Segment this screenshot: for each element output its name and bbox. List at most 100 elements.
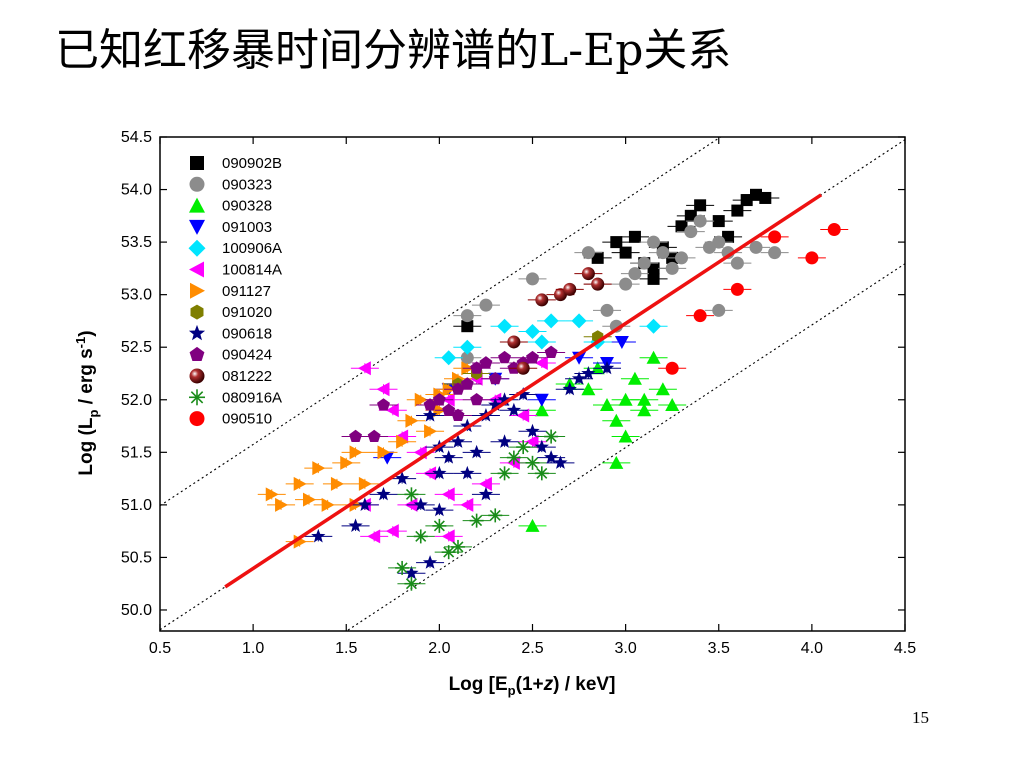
data-point-080916A-11 (516, 440, 531, 455)
data-point-081222-6 (507, 335, 521, 349)
page-number: 15 (912, 708, 929, 727)
legend: 090902B 090323 090328 091003 100906A 100814A 0… (188, 155, 282, 428)
data-point-090424-15 (544, 345, 558, 358)
x-tick-label: 0.5 (149, 640, 171, 657)
data-point-080916A-2 (404, 576, 419, 591)
legend-item-090328: 090328 (189, 197, 272, 215)
data-point-081222-1 (535, 293, 549, 307)
data-point-091127-6 (330, 476, 344, 491)
data-point-081222-7 (516, 361, 530, 375)
legend-item-100906A: 100906A (188, 239, 282, 257)
data-point-090618-3 (357, 497, 373, 511)
data-point-080916A-3 (413, 529, 428, 544)
data-point-090618-17 (506, 402, 522, 417)
data-point-090618-21 (543, 450, 559, 464)
data-point-090902B-1 (591, 251, 604, 264)
data-point-090618-29 (478, 486, 494, 501)
data-point-090323-14 (693, 214, 707, 228)
series-090510 (658, 222, 849, 375)
data-point-090328-5 (609, 413, 624, 427)
data-point-090424-12 (507, 361, 521, 374)
data-point-090323-20 (712, 303, 726, 317)
data-point-080916A-10 (506, 450, 521, 465)
data-point-090618-20 (534, 439, 549, 454)
data-point-090618-11 (450, 434, 466, 448)
data-point-090618-7 (413, 497, 428, 511)
data-point-090328-12 (618, 429, 633, 443)
data-point-100814A-2 (376, 382, 390, 397)
fit-line (224, 193, 823, 589)
legend-marker (190, 156, 204, 170)
series-090618 (304, 360, 621, 580)
data-point-090424-9 (479, 356, 493, 369)
data-point-090323-10 (647, 235, 661, 249)
data-point-100814A-1 (357, 361, 371, 376)
data-point-091127-11 (377, 445, 391, 460)
legend-label: 100814A (222, 262, 282, 279)
x-tick-label: 2.5 (521, 640, 543, 657)
legend-marker (189, 197, 205, 213)
data-point-090618-16 (497, 392, 512, 406)
data-point-090510-6 (827, 222, 841, 236)
legend-marker (188, 239, 206, 257)
data-point-080916A-12 (525, 455, 540, 470)
x-tick-label: 1.0 (242, 640, 264, 657)
data-point-090618-18 (516, 387, 531, 401)
data-point-100906A-5 (543, 313, 559, 329)
data-point-090902B-6 (647, 262, 660, 275)
data-point-090328-9 (646, 350, 661, 364)
legend-item-091127: 091127 (190, 282, 271, 300)
data-point-090323-7 (619, 277, 633, 291)
data-point-091127-13 (405, 413, 419, 428)
data-point-090618-23 (562, 381, 577, 396)
data-point-081222-3 (563, 282, 577, 296)
data-point-100906A-8 (646, 318, 662, 334)
data-point-090618-25 (581, 365, 596, 380)
data-point-090323-18 (730, 256, 744, 270)
plot-area (160, 137, 905, 631)
data-point-090618-24 (571, 371, 587, 385)
series-080916A (388, 429, 566, 591)
data-point-080916A-4 (432, 518, 447, 533)
data-point-090902B-10 (684, 209, 697, 222)
data-point-090424-10 (488, 371, 502, 385)
data-point-090328-1 (534, 403, 549, 417)
data-point-090510-5 (805, 251, 819, 265)
legend-item-081222: 081222 (189, 368, 272, 385)
data-point-091127-10 (312, 461, 326, 476)
data-point-090618-26 (599, 360, 615, 375)
data-point-090323-21 (665, 261, 679, 275)
data-point-090323-5 (600, 303, 614, 317)
legend-item-090323: 090323 (189, 176, 272, 193)
axes: 0.5 1.0 1.5 2.0 2.5 3.0 3.5 4.0 4.5 50.0 50.5 51.0 5… (121, 129, 916, 657)
data-point-090510-1 (665, 361, 679, 375)
legend-item-090424: 090424 (189, 347, 272, 364)
data-point-090618-13 (469, 444, 484, 459)
data-point-080916A-15 (404, 487, 419, 502)
legend-label: 090618 (222, 325, 272, 342)
data-point-090618-28 (460, 465, 475, 480)
data-point-100906A-9 (534, 334, 550, 350)
data-point-090618-8 (422, 555, 438, 569)
data-point-100814A-8 (460, 497, 474, 512)
legend-marker (188, 324, 206, 341)
x-axis-label: Log [Ep(1+z) / keV] (449, 674, 616, 698)
data-point-090323-4 (581, 246, 595, 260)
data-point-090902B-12 (712, 215, 725, 228)
data-point-091127-4 (303, 492, 316, 507)
data-point-090323-22 (460, 351, 474, 365)
legend-label: 090902B (222, 155, 282, 172)
data-point-090510-2 (693, 309, 707, 323)
data-point-090618-19 (525, 423, 540, 438)
data-point-090902B-4 (628, 230, 641, 243)
data-point-091127-21 (349, 445, 363, 460)
data-point-090424-18 (423, 398, 437, 411)
legend-marker (189, 389, 205, 406)
legend-item-091020: 091020 (190, 304, 272, 321)
legend-marker (189, 261, 204, 278)
data-point-090323-24 (768, 246, 782, 260)
y-tick-label: 53.5 (121, 234, 152, 251)
data-point-090328-13 (609, 455, 624, 469)
data-point-090618-27 (432, 502, 447, 517)
